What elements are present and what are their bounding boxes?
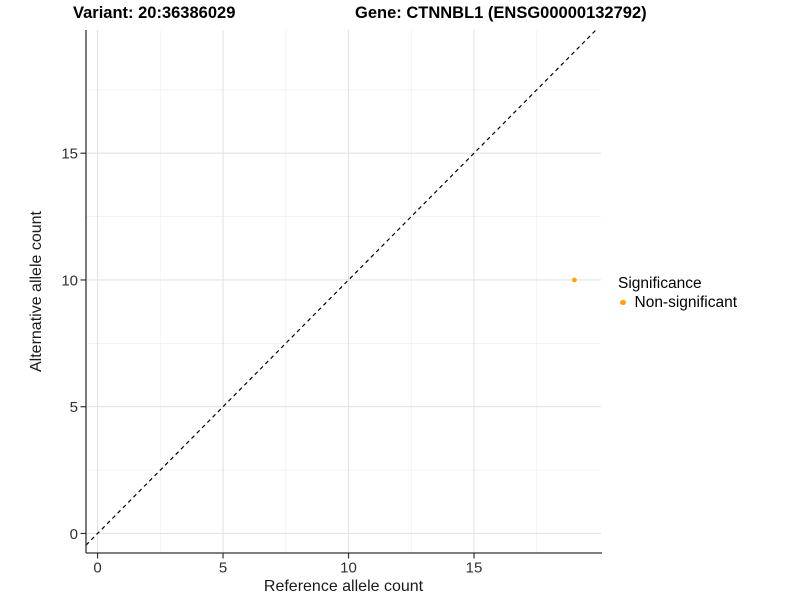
data-point xyxy=(571,277,577,283)
variant-title: Variant: 20:36386029 xyxy=(73,4,236,22)
y-axis-title: Alternative allele count xyxy=(28,210,45,372)
x-tick-label: 10 xyxy=(340,560,357,577)
legend-entry-label: Non-significant xyxy=(634,293,738,311)
identity-line xyxy=(85,29,597,546)
gene-title: Gene: CTNNBL1 (ENSG00000132792) xyxy=(355,4,647,22)
x-tick-label: 5 xyxy=(219,560,227,577)
y-tick-label: 0 xyxy=(70,526,78,543)
x-axis-title: Reference allele count xyxy=(264,578,424,595)
x-tick-label: 15 xyxy=(466,560,483,577)
y-tick-label: 10 xyxy=(61,272,78,289)
y-tick-label: 15 xyxy=(61,146,78,163)
legend-entry: Non-significant xyxy=(617,294,737,311)
legend-title: Significance xyxy=(618,275,702,292)
legend: Significance Non-significant xyxy=(617,275,737,311)
y-tick-label: 5 xyxy=(70,399,78,416)
x-tick-label: 0 xyxy=(93,560,101,577)
legend-point-icon xyxy=(620,299,626,306)
